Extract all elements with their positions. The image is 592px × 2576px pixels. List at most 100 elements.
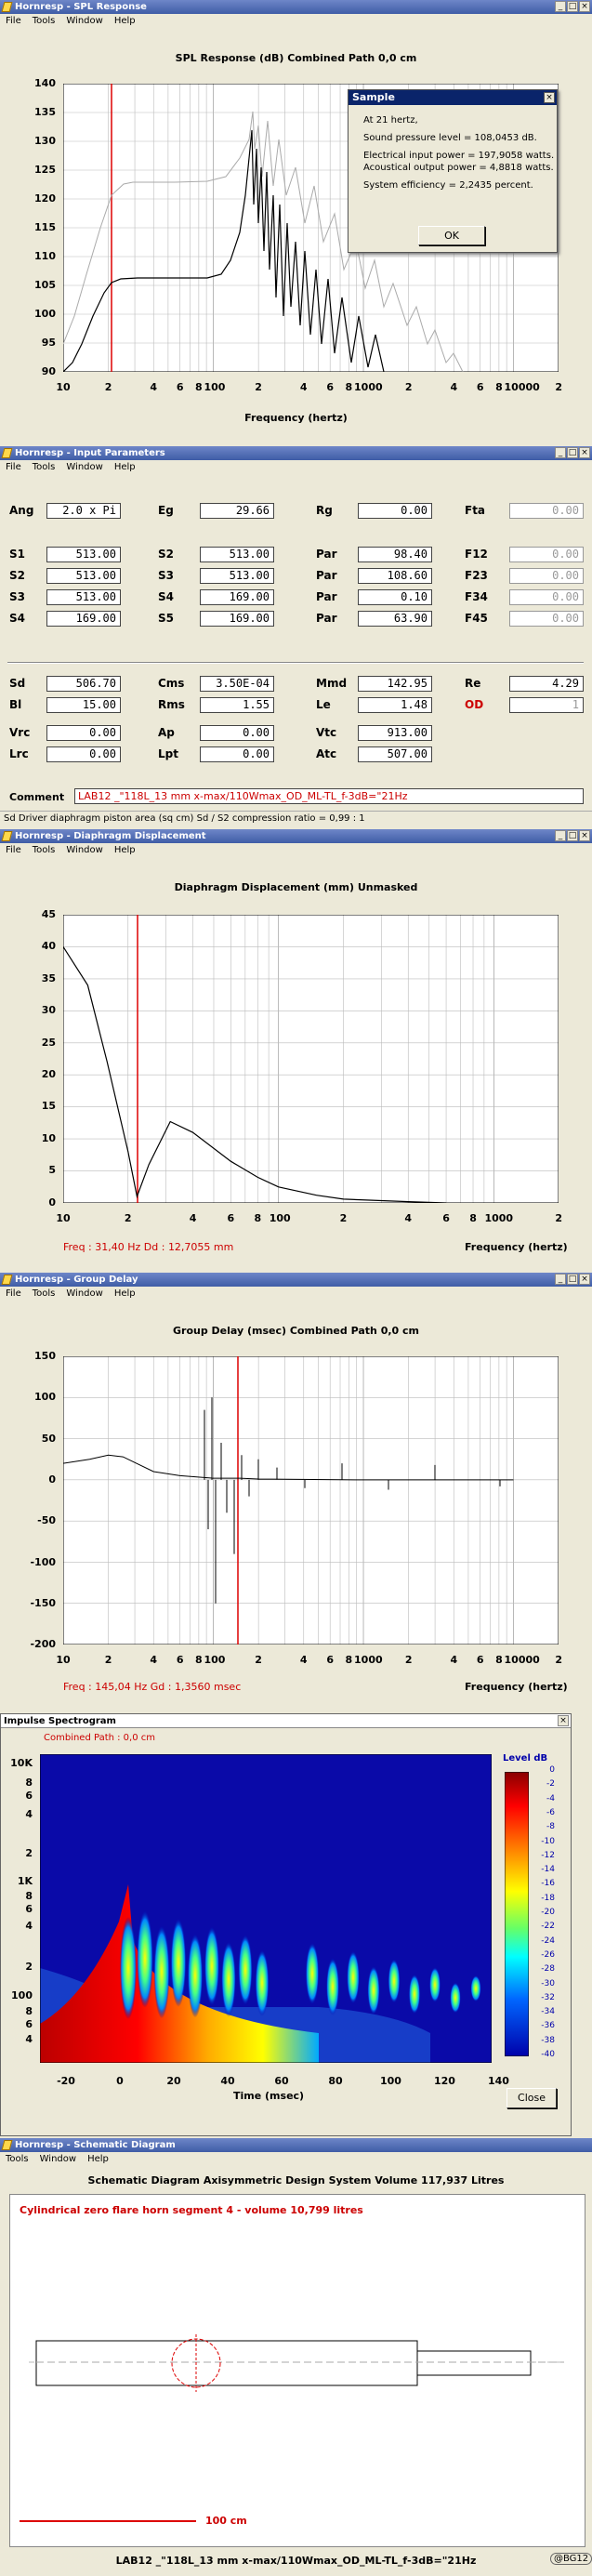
group-delay-plot[interactable]: [63, 1356, 559, 1645]
close-icon[interactable]: ×: [579, 447, 590, 458]
menu-window[interactable]: Window: [39, 2154, 77, 2164]
param-field-par[interactable]: 0.10: [358, 589, 432, 605]
maximize-icon[interactable]: □: [567, 1274, 578, 1285]
menu-help[interactable]: Help: [87, 2154, 109, 2164]
param-field-f12[interactable]: 0.00: [509, 547, 584, 562]
tick-label: 10K: [10, 1757, 33, 1769]
gd-titlebar[interactable]: Hornresp - Group Delay _ □ ×: [0, 1273, 592, 1287]
menu-window[interactable]: Window: [66, 1288, 103, 1299]
param-field-le[interactable]: 1.48: [358, 697, 432, 713]
param-field-lrc[interactable]: 0.00: [46, 746, 121, 762]
legend-tick: -18: [541, 1893, 555, 1903]
tick-label: 50: [41, 1432, 56, 1445]
menu-tools[interactable]: Tools: [32, 462, 56, 472]
ok-button[interactable]: OK: [418, 226, 485, 245]
minimize-icon[interactable]: _: [555, 1, 566, 12]
tick-label: 4: [25, 2033, 33, 2045]
maximize-icon[interactable]: □: [567, 1, 578, 12]
menu-help[interactable]: Help: [113, 462, 136, 472]
schematic-canvas[interactable]: Cylindrical zero flare horn segment 4 - …: [9, 2194, 585, 2547]
menu-window[interactable]: Window: [66, 16, 103, 26]
param-field-sd[interactable]: 506.70: [46, 676, 121, 692]
menu-file[interactable]: File: [6, 462, 21, 472]
menu-tools[interactable]: Tools: [6, 2154, 29, 2164]
disp-titlebar[interactable]: Hornresp - Diaphragm Displacement _ □ ×: [0, 829, 592, 843]
param-field-rms[interactable]: 1.55: [200, 697, 274, 713]
displacement-plot[interactable]: [63, 915, 559, 1203]
param-field-lpt[interactable]: 0.00: [200, 746, 274, 762]
param-label: S2: [158, 548, 174, 561]
close-icon[interactable]: ×: [579, 1274, 590, 1285]
param-field-cms[interactable]: 3.50E-04: [200, 676, 274, 692]
param-field-s4[interactable]: 169.00: [200, 589, 274, 605]
params-titlebar[interactable]: Hornresp - Input Parameters _ □ ×: [0, 446, 592, 460]
param-field-ap[interactable]: 0.00: [200, 725, 274, 741]
menu-help[interactable]: Help: [113, 845, 136, 855]
menu-file[interactable]: File: [6, 845, 21, 855]
minimize-icon[interactable]: _: [555, 1274, 566, 1285]
param-label: Par: [316, 612, 337, 625]
close-icon[interactable]: ×: [579, 830, 590, 841]
close-button[interactable]: Close: [506, 2088, 557, 2108]
param-field-f34[interactable]: 0.00: [509, 589, 584, 605]
param-field-par[interactable]: 98.40: [358, 547, 432, 562]
param-field-par[interactable]: 108.60: [358, 568, 432, 584]
param-field-s4[interactable]: 169.00: [46, 611, 121, 627]
param-field-atc[interactable]: 507.00: [358, 746, 432, 762]
minimize-icon[interactable]: _: [555, 830, 566, 841]
close-icon[interactable]: ×: [558, 1715, 569, 1726]
param-field-re[interactable]: 4.29: [509, 676, 584, 692]
param-label: Sd: [9, 677, 26, 690]
dialog-close-icon[interactable]: ×: [544, 92, 555, 103]
param-field-s2[interactable]: 513.00: [200, 547, 274, 562]
menu-file[interactable]: File: [6, 16, 21, 26]
tick-label: 90: [41, 365, 56, 377]
param-field-vtc[interactable]: 913.00: [358, 725, 432, 741]
tick-label: 100: [269, 1212, 291, 1224]
menu-tools[interactable]: Tools: [32, 1288, 56, 1299]
tick-label: 8: [195, 381, 203, 393]
param-field-od[interactable]: 1: [509, 697, 584, 713]
spl-titlebar[interactable]: Hornresp - SPL Response _ □ ×: [0, 0, 592, 14]
param-label: Par: [316, 590, 337, 603]
close-icon[interactable]: ×: [579, 1, 590, 12]
param-field-ang[interactable]: 2.0 x Pi: [46, 503, 121, 519]
param-field-s3[interactable]: 513.00: [200, 568, 274, 584]
legend-tick: -16: [541, 1879, 555, 1889]
param-field-par[interactable]: 63.90: [358, 611, 432, 627]
param-field-s5[interactable]: 169.00: [200, 611, 274, 627]
sch-titlebar[interactable]: Hornresp - Schematic Diagram: [0, 2138, 592, 2152]
maximize-icon[interactable]: □: [567, 830, 578, 841]
param-field-fta[interactable]: 0.00: [509, 503, 584, 519]
spectrogram-plot[interactable]: [40, 1754, 492, 2063]
param-field-mmd[interactable]: 142.95: [358, 676, 432, 692]
menu-tools[interactable]: Tools: [32, 16, 56, 26]
param-field-rg[interactable]: 0.00: [358, 503, 432, 519]
param-field-s3[interactable]: 513.00: [46, 589, 121, 605]
tick-label: 10: [41, 1131, 56, 1144]
param-field-bl[interactable]: 15.00: [46, 697, 121, 713]
menu-window[interactable]: Window: [66, 845, 103, 855]
comment-field[interactable]: LAB12 _"118L_13 mm x-max/110Wmax_OD_ML-T…: [74, 788, 584, 804]
legend-tick: -30: [541, 1978, 555, 1988]
menu-file[interactable]: File: [6, 1288, 21, 1299]
param-field-vrc[interactable]: 0.00: [46, 725, 121, 741]
param-field-eg[interactable]: 29.66: [200, 503, 274, 519]
spectrogram-subtitle: Combined Path : 0,0 cm: [44, 1733, 155, 1743]
legend-tick: -20: [541, 1908, 555, 1917]
tick-label: 4: [25, 1920, 33, 1932]
menu-window[interactable]: Window: [66, 462, 103, 472]
minimize-icon[interactable]: _: [555, 447, 566, 458]
tick-label: 1000: [484, 1212, 514, 1224]
tick-label: 105: [34, 279, 56, 291]
param-field-s2[interactable]: 513.00: [46, 568, 121, 584]
spl-window: Hornresp - SPL Response _ □ × File Tools W…: [0, 0, 592, 444]
param-field-s1[interactable]: 513.00: [46, 547, 121, 562]
menu-tools[interactable]: Tools: [32, 845, 56, 855]
param-field-f45[interactable]: 0.00: [509, 611, 584, 627]
menu-help[interactable]: Help: [113, 1288, 136, 1299]
param-field-f23[interactable]: 0.00: [509, 568, 584, 584]
menu-help[interactable]: Help: [113, 16, 136, 26]
maximize-icon[interactable]: □: [567, 447, 578, 458]
spectrogram-titlebar[interactable]: Impulse Spectrogram ×: [1, 1714, 571, 1728]
